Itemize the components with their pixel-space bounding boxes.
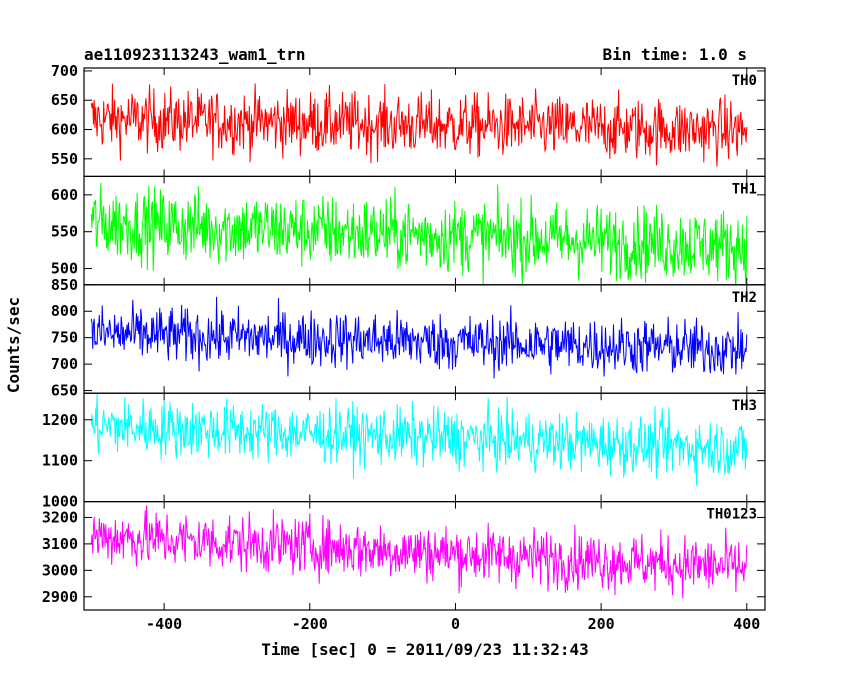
chart-title-right: Bin time: 1.0 s <box>603 45 748 64</box>
series-th3 <box>90 393 748 486</box>
x-tick-label: 400 <box>733 615 760 633</box>
panel-th1: 500 550 600 TH1 <box>51 175 766 286</box>
y-tick-label: 1000 <box>42 493 78 511</box>
x-tick-label: 0 <box>451 615 460 633</box>
series-th0 <box>90 83 748 167</box>
panel-label-th3: TH3 <box>732 398 757 414</box>
panel-th0123: 2900 3000 3100 3200 TH0123 <box>42 501 766 611</box>
y-tick-label: 650 <box>51 91 78 109</box>
y-axis-label: Counts/sec <box>4 297 23 393</box>
y-tick-label: 750 <box>51 329 78 347</box>
y-tick-label: 550 <box>51 223 78 241</box>
panels-group: 550 600 650 700 TH0 500 550 600 TH1 650 700 750 800 8… <box>42 62 766 611</box>
y-tick-label: 700 <box>51 62 78 80</box>
y-tick-label: 500 <box>51 260 78 278</box>
panel-th0: 550 600 650 700 TH0 <box>51 62 766 178</box>
y-tick-label: 700 <box>51 355 78 373</box>
y-tick-label: 1200 <box>42 411 78 429</box>
x-tick-label: -200 <box>292 615 328 633</box>
panel-label-th0: TH0 <box>732 73 757 89</box>
series-th1 <box>90 182 748 285</box>
y-tick-label: 600 <box>51 186 78 204</box>
panel-label-th1: TH1 <box>732 181 757 197</box>
y-tick-label: 800 <box>51 302 78 320</box>
y-tick-label: 3200 <box>42 508 78 526</box>
series-th2 <box>90 296 748 379</box>
y-tick-label: 550 <box>51 150 78 168</box>
panel-frame <box>83 501 766 611</box>
y-tick-label: 2900 <box>42 588 78 606</box>
x-axis-label: Time [sec] 0 = 2011/09/23 11:32:43 <box>261 640 589 659</box>
y-tick-label: 650 <box>51 382 78 400</box>
series-th0123 <box>90 505 748 599</box>
chart-title-left: ae110923113243_wam1_trn <box>84 45 306 64</box>
panel-th3: 1000 1100 1200 TH3 <box>42 392 766 511</box>
y-tick-label: 3000 <box>42 561 78 579</box>
y-tick-label: 600 <box>51 121 78 139</box>
panel-th2: 650 700 750 800 850 TH2 <box>51 276 766 400</box>
y-tick-label: 850 <box>51 276 78 294</box>
y-tick-label: 1100 <box>42 452 78 470</box>
panel-label-th0123: TH0123 <box>706 507 757 523</box>
x-axis: -400 -200 0 200 400 <box>146 615 760 633</box>
x-tick-label: 200 <box>588 615 615 633</box>
x-tick-label: -400 <box>146 615 182 633</box>
panel-label-th2: TH2 <box>732 290 757 306</box>
y-tick-label: 3100 <box>42 535 78 553</box>
